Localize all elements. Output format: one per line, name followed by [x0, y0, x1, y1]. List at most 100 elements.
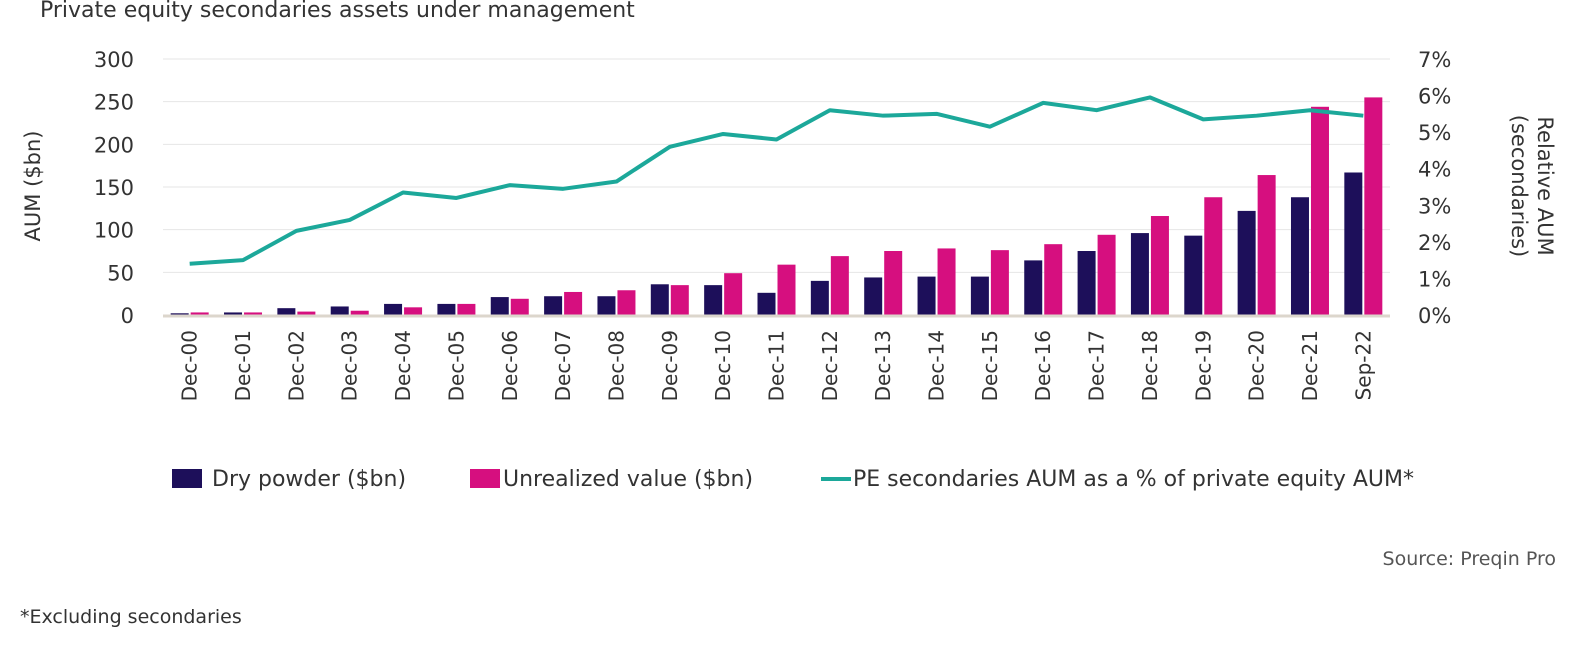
bar-dry-powder	[810, 280, 829, 315]
bar-dry-powder	[1077, 251, 1096, 315]
y2-tick-label: 0%	[1418, 304, 1451, 328]
bar-unrealized	[457, 303, 476, 315]
x-tick-label: Dec-03	[338, 330, 362, 401]
bar-dry-powder	[490, 297, 509, 315]
bar-dry-powder	[917, 276, 936, 315]
y2-tick-label: 1%	[1418, 267, 1451, 291]
x-tick-label: Dec-17	[1085, 330, 1109, 401]
bar-unrealized	[1044, 244, 1063, 315]
y2-tick-label: 5%	[1418, 121, 1451, 145]
y-axis-label: AUM ($bn)	[21, 131, 45, 242]
bar-dry-powder	[597, 296, 616, 315]
x-tick-label: Dec-14	[925, 330, 949, 401]
bar-dry-powder	[544, 296, 563, 315]
chart-svg: 0 50 100 150 200 250 300 0% 1% 2% 3% 4% 5% 6% 7% Dec-…	[21, 48, 1557, 492]
bar-dry-powder	[1237, 210, 1256, 315]
bar-unrealized	[350, 310, 369, 315]
x-tick-label: Dec-12	[818, 330, 842, 401]
y2-axis-label-line2: (secondaries)	[1507, 115, 1531, 257]
x-tick-label: Dec-20	[1245, 330, 1269, 401]
x-tick-label: Dec-16	[1031, 330, 1055, 401]
bar-dry-powder	[384, 303, 403, 315]
y2-tick-label: 3%	[1418, 194, 1451, 218]
y-tick-label: 150	[94, 176, 134, 200]
bar-dry-powder	[1130, 233, 1149, 315]
bar-unrealized	[1150, 216, 1169, 315]
x-tick-label: Dec-05	[444, 330, 468, 401]
bar-dry-powder	[330, 306, 349, 315]
x-tick-label: Dec-00	[178, 330, 202, 401]
bar-unrealized	[777, 264, 796, 315]
x-tick-label: Dec-06	[498, 330, 522, 401]
legend-label-dry-powder: Dry powder ($bn)	[212, 467, 406, 492]
bar-unrealized	[404, 307, 423, 315]
y-tick-label: 200	[94, 133, 134, 157]
y-tick-label: 50	[107, 261, 134, 285]
legend-label-unrealized: Unrealized value ($bn)	[503, 467, 753, 492]
bar-dry-powder	[437, 303, 456, 315]
bar-dry-powder	[170, 313, 189, 315]
x-tick-label: Dec-02	[284, 330, 308, 401]
bar-dry-powder	[1184, 235, 1203, 315]
bar-unrealized	[510, 298, 529, 315]
y-tick-label: 0	[121, 304, 134, 328]
x-tick-label: Sep-22	[1351, 330, 1375, 400]
bars	[170, 97, 1383, 316]
bar-unrealized	[937, 248, 956, 315]
line-series	[189, 95, 1364, 266]
bar-unrealized	[564, 291, 583, 315]
bar-unrealized	[1364, 97, 1383, 316]
bar-dry-powder	[1344, 172, 1363, 315]
bar-dry-powder	[1290, 197, 1309, 315]
y2-axis-label-line1: Relative AUM	[1533, 116, 1557, 255]
x-tick-label: Dec-10	[711, 330, 735, 401]
x-tick-label: Dec-04	[391, 330, 415, 401]
legend-swatch-dry-powder	[172, 469, 202, 488]
bar-unrealized	[830, 256, 849, 315]
bar-unrealized	[244, 312, 263, 315]
bar-dry-powder	[757, 292, 776, 315]
bar-unrealized	[724, 273, 743, 315]
bar-dry-powder	[704, 285, 723, 315]
y2-tick-label: 2%	[1418, 231, 1451, 255]
x-tick-label: Dec-11	[765, 330, 789, 401]
y-tick-label: 250	[94, 91, 134, 115]
x-axis-ticks: Dec-00 Dec-01 Dec-02 Dec-03 Dec-04 Dec-05 Dec-…	[178, 330, 1376, 401]
bar-dry-powder	[277, 308, 296, 315]
bar-unrealized	[1204, 197, 1223, 315]
chart-title: Private equity secondaries assets under …	[40, 0, 635, 23]
x-tick-label: Dec-13	[871, 330, 895, 401]
y-tick-label: 300	[94, 48, 134, 72]
bar-dry-powder	[970, 276, 989, 315]
bar-unrealized	[1257, 175, 1276, 315]
x-tick-label: Dec-18	[1138, 330, 1162, 401]
legend-swatch-unrealized	[470, 469, 500, 488]
bar-unrealized	[617, 290, 636, 315]
x-tick-label: Dec-01	[231, 330, 255, 401]
x-tick-label: Dec-07	[551, 330, 575, 401]
y-axis-ticks: 0 50 100 150 200 250 300	[94, 48, 134, 328]
legend-label-line: PE secondaries AUM as a % of private equ…	[853, 467, 1414, 492]
y-tick-label: 100	[94, 219, 134, 243]
bar-unrealized	[1097, 234, 1116, 315]
x-tick-label: Dec-15	[978, 330, 1002, 401]
x-tick-label: Dec-09	[658, 330, 682, 401]
bar-dry-powder	[650, 284, 669, 315]
y2-tick-label: 7%	[1418, 48, 1451, 72]
bar-unrealized	[990, 250, 1009, 315]
bar-unrealized	[297, 311, 316, 315]
bar-unrealized	[670, 285, 689, 315]
bar-unrealized	[190, 312, 209, 315]
y2-axis-ticks: 0% 1% 2% 3% 4% 5% 6% 7%	[1418, 48, 1451, 328]
y2-tick-label: 6%	[1418, 85, 1451, 109]
x-tick-label: Dec-08	[604, 330, 628, 401]
bar-unrealized	[1310, 106, 1329, 315]
line-pe-secondaries-pct	[189, 95, 1364, 266]
bar-dry-powder	[864, 277, 883, 315]
x-tick-label: Dec-21	[1298, 330, 1322, 401]
bar-unrealized	[884, 251, 903, 315]
legend: Dry powder ($bn) Unrealized value ($bn) …	[172, 467, 1414, 492]
bar-dry-powder	[1024, 260, 1043, 315]
y2-tick-label: 4%	[1418, 158, 1451, 182]
footnote: *Excluding secondaries	[20, 606, 242, 628]
